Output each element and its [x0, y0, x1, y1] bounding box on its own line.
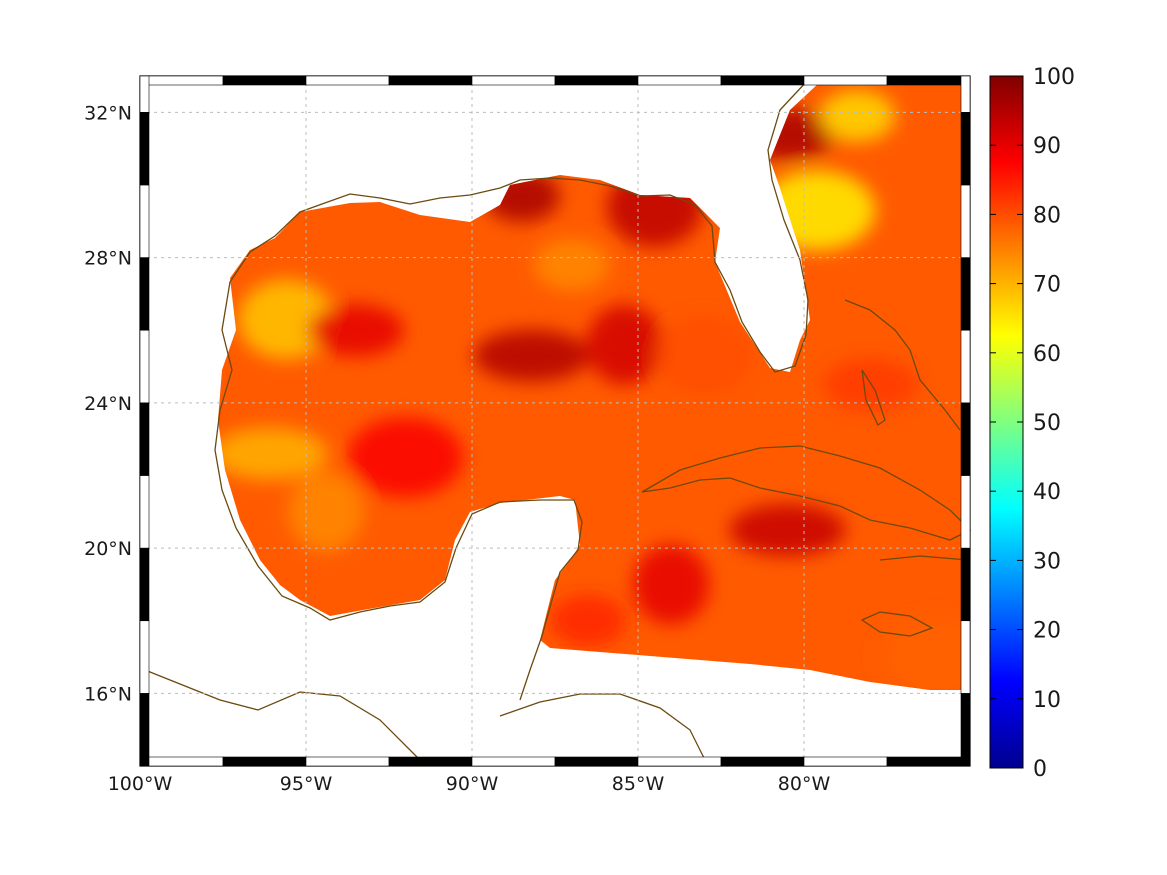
field-hotspot	[819, 89, 896, 142]
field-hotspot	[656, 315, 753, 396]
frame-segment	[960, 547, 971, 622]
frame-segment	[471, 756, 556, 767]
x-tick-labels: 100°W 95°W 90°W 85°W 80°W	[108, 773, 831, 795]
frame-segment	[471, 75, 556, 86]
frame-segment	[720, 75, 805, 86]
y-tick-label: 28°N	[84, 248, 132, 270]
field-hotspot	[822, 358, 919, 411]
field-hotspot	[533, 238, 610, 291]
frame-segment	[960, 257, 971, 331]
field-hotspot	[347, 417, 464, 498]
coastline-honduras	[499, 693, 706, 761]
x-tick-label: 85°W	[612, 773, 665, 795]
frame-segment	[139, 257, 150, 331]
frame-segment	[886, 75, 971, 86]
colorbar-tick-label: 90	[1033, 134, 1061, 159]
frame-segment	[222, 75, 307, 86]
field-hotspot	[586, 304, 663, 385]
frame-segment	[803, 756, 888, 767]
field-hotspot	[218, 427, 328, 480]
y-tick-label: 24°N	[84, 393, 132, 415]
colorbar-tick-label: 100	[1033, 65, 1075, 90]
field-hotspot	[473, 329, 590, 382]
frame-segment	[388, 756, 473, 767]
x-tick-label: 90°W	[446, 773, 499, 795]
frame-segment	[305, 756, 390, 767]
field-hotspot	[729, 503, 846, 556]
frame-segment	[139, 756, 224, 767]
y-tick-label: 20°N	[84, 538, 132, 560]
field-hotspot	[307, 304, 404, 357]
field-hotspot	[606, 166, 703, 247]
coastline-hispaniola	[879, 555, 969, 561]
frame-segment	[139, 475, 150, 549]
frame-segment	[388, 75, 473, 86]
frame-segment	[637, 756, 722, 767]
frame-segment	[139, 402, 150, 476]
frame-segment	[305, 75, 390, 86]
frame-segment	[139, 547, 150, 622]
field-hotspot	[759, 170, 876, 251]
frame-segment	[960, 184, 971, 258]
frame-segment	[960, 475, 971, 549]
colorbar-tick-label: 20	[1033, 619, 1061, 644]
frame-segment	[139, 75, 150, 113]
colorbar-tick-label: 40	[1033, 480, 1061, 505]
frame-segment	[139, 75, 224, 86]
y-tick-label: 32°N	[84, 102, 132, 124]
frame-segment	[554, 75, 639, 86]
frame-segment	[803, 75, 888, 86]
gridlines	[140, 76, 970, 766]
coastline-cuba	[641, 445, 972, 541]
frame-segment	[139, 693, 150, 767]
coastlines	[139, 79, 972, 761]
frame-segment	[720, 756, 805, 767]
field-hotspot	[633, 544, 710, 625]
frame-segment	[139, 112, 150, 186]
frame-segment	[222, 756, 307, 767]
frame-segment	[960, 112, 971, 186]
frame-segment	[886, 756, 971, 767]
frame-checker-border	[139, 75, 971, 767]
colorbar-tick-label: 80	[1033, 203, 1061, 228]
frame-segment	[960, 620, 971, 694]
coastline-mexico	[214, 369, 583, 701]
frame-segment	[960, 329, 971, 404]
frame-segment	[139, 329, 150, 404]
frame-segment	[637, 75, 722, 86]
field-hotspot	[878, 617, 968, 690]
x-tick-label: 80°W	[778, 773, 831, 795]
y-tick-labels: 32°N 28°N 24°N 20°N 16°N	[84, 102, 132, 705]
frame-segment	[139, 620, 150, 694]
colorbar-tick-label: 60	[1033, 342, 1061, 367]
colorbar-tick-label: 70	[1033, 273, 1061, 298]
colorbar-tick-label: 50	[1033, 411, 1061, 436]
coastline-central-america	[139, 667, 421, 761]
field-hotspot	[550, 594, 627, 647]
coastline-bahamas	[844, 299, 961, 431]
field-hotspot	[287, 471, 364, 552]
colorbar-tick-label: 10	[1033, 688, 1061, 713]
colorbar-tick-label: 30	[1033, 549, 1061, 574]
coastline-andros	[861, 369, 886, 426]
coastline-us-gulf	[221, 79, 809, 373]
colorbar-tick-label: 0	[1033, 757, 1047, 782]
coastline-jamaica	[860, 611, 934, 637]
frame-segment	[139, 184, 150, 258]
frame-segment	[960, 402, 971, 476]
frame-segment	[960, 75, 971, 113]
frame-segment	[554, 756, 639, 767]
frame-segment	[960, 693, 971, 767]
y-tick-label: 16°N	[84, 683, 132, 705]
field-hotspot	[238, 279, 335, 360]
x-tick-label: 100°W	[108, 773, 173, 795]
x-tick-label: 95°W	[280, 773, 333, 795]
